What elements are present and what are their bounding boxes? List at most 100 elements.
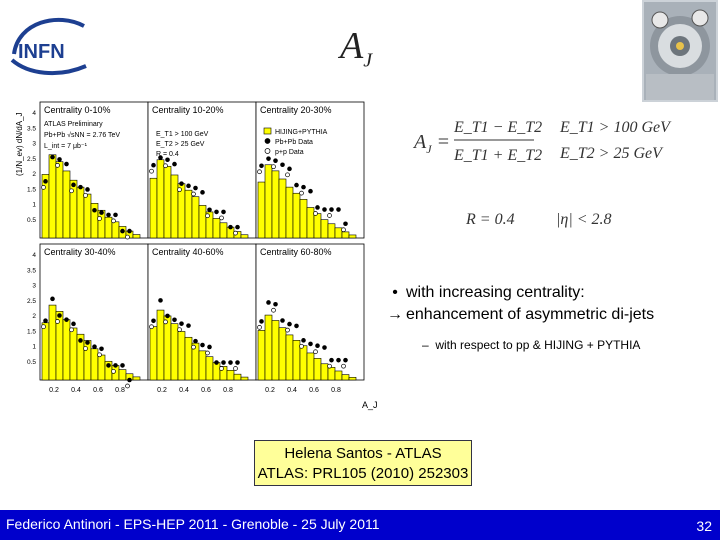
formula-cond1: E_T1 > 100 GeV bbox=[559, 119, 672, 136]
pp-data-point bbox=[41, 324, 46, 330]
pp-data-point bbox=[327, 213, 332, 218]
data-point bbox=[127, 228, 132, 234]
data-point bbox=[221, 209, 226, 215]
hist-bar bbox=[198, 205, 207, 239]
data-point bbox=[127, 377, 132, 383]
hist-bar bbox=[111, 221, 120, 239]
data-point bbox=[193, 338, 198, 344]
aj-formula: AJ = E_T1 − E_T2 E_T1 + E_T2 E_T1 > 100 … bbox=[412, 119, 672, 228]
hist-bar bbox=[278, 178, 287, 239]
plot-panel: Centrality 30-40% bbox=[39, 243, 149, 389]
legend-marker bbox=[264, 148, 271, 154]
y-tick-label: 1 bbox=[32, 202, 36, 209]
legend-entry: Pb+Pb Data bbox=[275, 139, 313, 146]
formula-cond2: E_T2 > 25 GeV bbox=[559, 145, 664, 162]
formula-aj-sub: J bbox=[426, 142, 432, 156]
pp-data-point bbox=[285, 172, 290, 178]
formula-numerator: E_T1 − E_T2 bbox=[453, 119, 542, 136]
title-subscript: J bbox=[363, 49, 373, 72]
data-point bbox=[259, 163, 264, 169]
data-point bbox=[179, 181, 184, 186]
data-point bbox=[71, 321, 76, 327]
data-point bbox=[92, 207, 97, 213]
hist-bar bbox=[156, 159, 165, 239]
hist-bar bbox=[334, 370, 343, 381]
data-point bbox=[106, 363, 111, 368]
pp-data-point bbox=[163, 163, 168, 169]
bullet-line1: with increasing centrality: bbox=[406, 284, 585, 301]
hist-bar bbox=[184, 336, 193, 381]
pp-data-point bbox=[149, 168, 154, 174]
pp-data-point bbox=[111, 369, 116, 374]
data-point bbox=[280, 318, 285, 323]
pp-data-point bbox=[271, 164, 276, 170]
logo-swoosh-icon bbox=[12, 17, 85, 55]
y-tick-label: 3.5 bbox=[27, 125, 36, 132]
hist-bar bbox=[341, 374, 350, 381]
data-point bbox=[228, 224, 233, 230]
hist-bar bbox=[156, 309, 165, 381]
x-tick-label: 0.2 bbox=[49, 387, 59, 394]
pp-data-point bbox=[55, 319, 60, 324]
hist-bar bbox=[69, 327, 78, 381]
y-tick-label: 1 bbox=[32, 344, 36, 351]
slide-title: AJ bbox=[340, 24, 372, 73]
data-point bbox=[186, 183, 191, 189]
bullet-main: • with increasing centrality: → enhancemen… bbox=[384, 282, 714, 326]
data-point bbox=[99, 210, 104, 215]
hist-bar bbox=[55, 161, 64, 239]
pp-data-point bbox=[125, 234, 130, 240]
bullet-sub: – with respect to pp & HIJING + PYTHIA bbox=[384, 338, 714, 352]
data-point bbox=[207, 344, 212, 350]
data-point bbox=[221, 360, 226, 365]
hist-bar bbox=[320, 219, 329, 239]
logo-text: INFN bbox=[18, 41, 65, 63]
data-point bbox=[343, 357, 348, 363]
legend-marker bbox=[264, 138, 271, 144]
data-point bbox=[315, 205, 320, 210]
hist-bar bbox=[48, 304, 57, 381]
data-point bbox=[120, 228, 125, 234]
hist-bar bbox=[233, 373, 242, 381]
plot-panel: Centrality 40-60% bbox=[147, 243, 257, 381]
x-tick-label: 0.4 bbox=[179, 387, 189, 394]
data-point bbox=[113, 212, 118, 218]
bullet-sub-text: with respect to pp & HIJING + PYTHIA bbox=[435, 338, 641, 352]
hist-bar bbox=[132, 376, 141, 381]
legend-entry: p+p Data bbox=[275, 149, 304, 156]
x-tick-label: 0.2 bbox=[265, 387, 275, 394]
aj-distribution-plot: 4 3.5 3 2.5 2 1.5 1 0.5 4 3.5 3 2.5 2 1.5 1 0.5 0.2 0.4 0.… bbox=[12, 98, 378, 414]
data-point bbox=[287, 321, 292, 327]
formula-r: R = 0.4 bbox=[465, 211, 515, 228]
pp-data-point bbox=[177, 327, 182, 333]
data-point bbox=[57, 157, 62, 162]
hist-bar bbox=[327, 223, 336, 239]
x-tick-label: 0.2 bbox=[157, 387, 167, 394]
data-point bbox=[294, 182, 299, 188]
data-point bbox=[106, 212, 111, 218]
footer-bar: Federico Antinori - EPS-HEP 2011 - Greno… bbox=[0, 510, 720, 540]
data-point bbox=[308, 341, 313, 347]
pp-data-point bbox=[341, 363, 346, 369]
data-point bbox=[172, 317, 177, 323]
data-point bbox=[85, 340, 90, 345]
hist-bar bbox=[240, 234, 249, 239]
data-point bbox=[214, 360, 219, 365]
pp-data-point bbox=[205, 213, 210, 219]
pp-data-point bbox=[299, 343, 304, 349]
pp-data-point bbox=[177, 187, 182, 193]
hist-bar bbox=[348, 376, 357, 381]
hist-bar bbox=[219, 222, 228, 239]
data-point bbox=[200, 190, 205, 195]
data-point bbox=[308, 188, 313, 194]
pp-data-point bbox=[285, 327, 290, 333]
plot-panel: Centrality 20-30% bbox=[255, 101, 365, 239]
bullet-line2: enhancement of asymmetric di-jets bbox=[406, 306, 655, 323]
pp-data-point bbox=[83, 193, 88, 198]
data-point bbox=[78, 184, 83, 190]
hist-bar bbox=[313, 358, 322, 381]
hist-bar bbox=[90, 348, 99, 381]
hist-bar bbox=[299, 345, 308, 381]
panel-title: Centrality 10-20% bbox=[152, 105, 224, 115]
y-tick-label: 3 bbox=[32, 283, 36, 290]
